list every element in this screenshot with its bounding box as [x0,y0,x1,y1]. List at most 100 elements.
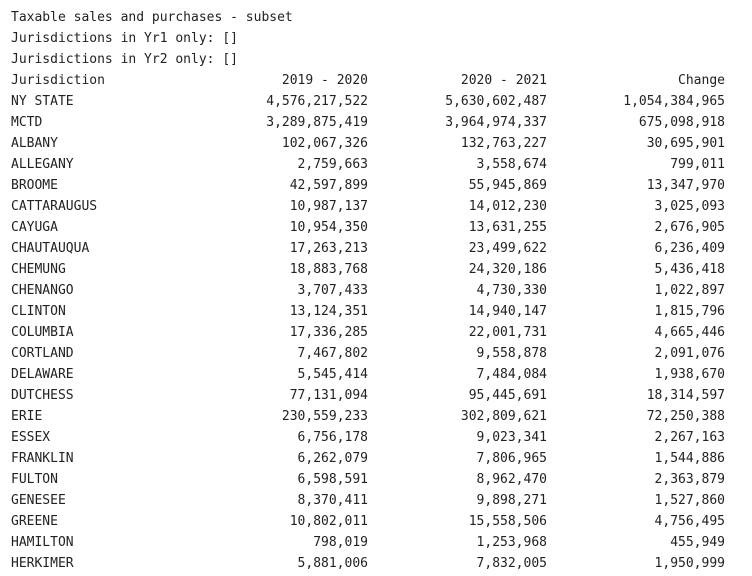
jurisdiction-cell: MCTD [11,115,43,130]
year2-value-cell: 5,630,602,487 [445,94,547,109]
change-cell: 1,054,384,965 [623,94,725,109]
year1-value-cell: 6,756,178 [297,430,368,445]
year1-value-cell: 7,467,802 [297,346,368,361]
console-output: Taxable sales and purchases - subset Jur… [11,7,741,574]
year2-value-cell: 302,809,621 [460,409,547,424]
year1-value-cell: 18,883,768 [289,262,368,277]
year1-value-cell: 3,289,875,419 [266,115,368,130]
jurisdiction-cell: GENESEE [11,493,66,508]
change-cell: 1,815,796 [654,304,725,319]
year1-value-cell: 4,576,217,522 [266,94,368,109]
change-cell: 1,022,897 [654,283,725,298]
yr1-only-line: Jurisdictions in Yr1 only: [] [11,31,238,46]
year2-value-cell: 14,012,230 [468,199,547,214]
year1-value-cell: 6,262,079 [297,451,368,466]
jurisdiction-cell: GREENE [11,514,58,529]
change-cell: 1,527,860 [654,493,725,508]
table-row: CHENANGO 3,707,433 4,730,330 1,022,897 [11,280,741,301]
change-cell: 455,949 [670,535,725,550]
table-row: CLINTON 13,124,351 14,940,147 1,815,796 [11,301,741,322]
change-cell: 4,665,446 [654,325,725,340]
jurisdiction-cell: NY STATE [11,94,74,109]
jurisdiction-cell: CATTARAUGUS [11,199,98,214]
table-row: FULTON 6,598,591 8,962,470 2,363,879 [11,469,741,490]
yr2-only-line: Jurisdictions in Yr2 only: [] [11,52,238,67]
year1-value-cell: 10,954,350 [289,220,368,235]
year1-value-cell: 13,124,351 [289,304,368,319]
table-row: FRANKLIN 6,262,079 7,806,965 1,544,886 [11,448,741,469]
table-row: DELAWARE 5,545,414 7,484,084 1,938,670 [11,364,741,385]
jurisdiction-cell: ESSEX [11,430,51,445]
year2-value-cell: 3,964,974,337 [445,115,547,130]
year2-value-cell: 55,945,869 [468,178,547,193]
year2-value-cell: 95,445,691 [468,388,547,403]
year2-value-cell: 4,730,330 [476,283,547,298]
year2-value-cell: 24,320,186 [468,262,547,277]
table-row: ESSEX 6,756,178 9,023,341 2,267,163 [11,427,741,448]
jurisdiction-cell: FULTON [11,472,58,487]
change-cell: 1,544,886 [654,451,725,466]
table-row: MCTD 3,289,875,419 3,964,974,337 675,098,91… [11,112,741,133]
change-cell: 675,098,918 [638,115,725,130]
year2-value-cell: 8,962,470 [476,472,547,487]
year2-value-cell: 13,631,255 [468,220,547,235]
year2-value-cell: 1,253,968 [476,535,547,550]
year1-value-cell: 5,881,006 [297,556,368,571]
jurisdiction-cell: DUTCHESS [11,388,74,403]
jurisdiction-cell: HERKIMER [11,556,74,571]
header-year1: 2019 - 2020 [281,73,368,88]
year1-value-cell: 42,597,899 [289,178,368,193]
table-body: NY STATE 4,576,217,522 5,630,602,487 1,054,… [11,91,741,574]
jurisdiction-cell: BROOME [11,178,58,193]
table-header: Jurisdiction 2019 - 2020 2020 - 2021 Cha… [11,70,741,91]
jurisdiction-cell: CORTLAND [11,346,74,361]
year2-value-cell: 9,023,341 [476,430,547,445]
change-cell: 4,756,495 [654,514,725,529]
table-row: DUTCHESS 77,131,094 95,445,691 18,314,597 [11,385,741,406]
jurisdiction-cell: ALBANY [11,136,58,151]
jurisdiction-cell: CHAUTAUQUA [11,241,90,256]
year1-value-cell: 17,336,285 [289,325,368,340]
year2-value-cell: 9,898,271 [476,493,547,508]
table-row: CHAUTAUQUA 17,263,213 23,499,622 6,236,409 [11,238,741,259]
year1-value-cell: 17,263,213 [289,241,368,256]
year1-value-cell: 10,987,137 [289,199,368,214]
jurisdiction-cell: CLINTON [11,304,66,319]
year2-value-cell: 7,806,965 [476,451,547,466]
header-year2: 2020 - 2021 [460,73,547,88]
jurisdiction-cell: FRANKLIN [11,451,74,466]
table-row: CORTLAND 7,467,802 9,558,878 2,091,076 [11,343,741,364]
header-jurisdiction: Jurisdiction [11,73,105,88]
year1-value-cell: 6,598,591 [297,472,368,487]
jurisdiction-cell: DELAWARE [11,367,74,382]
table-row: CATTARAUGUS 10,987,137 14,012,230 3,025,093 [11,196,741,217]
table-row: NY STATE 4,576,217,522 5,630,602,487 1,054,… [11,91,741,112]
change-cell: 72,250,388 [646,409,725,424]
jurisdiction-cell: ERIE [11,409,43,424]
table-row: HERKIMER 5,881,006 7,832,005 1,950,999 [11,553,741,574]
change-cell: 1,950,999 [654,556,725,571]
table-row: GENESEE 8,370,411 9,898,271 1,527,860 [11,490,741,511]
year2-value-cell: 3,558,674 [476,157,547,172]
jurisdiction-cell: COLUMBIA [11,325,74,340]
year2-value-cell: 9,558,878 [476,346,547,361]
change-cell: 5,436,418 [654,262,725,277]
table-row: CAYUGA 10,954,350 13,631,255 2,676,905 [11,217,741,238]
change-cell: 2,091,076 [654,346,725,361]
change-cell: 1,938,670 [654,367,725,382]
table-row: COLUMBIA 17,336,285 22,001,731 4,665,446 [11,322,741,343]
change-cell: 30,695,901 [646,136,725,151]
year1-value-cell: 2,759,663 [297,157,368,172]
year2-value-cell: 132,763,227 [460,136,547,151]
change-cell: 799,011 [670,157,725,172]
year1-value-cell: 77,131,094 [289,388,368,403]
jurisdiction-cell: CHENANGO [11,283,74,298]
year2-value-cell: 14,940,147 [468,304,547,319]
jurisdiction-cell: ALLEGANY [11,157,74,172]
table-row: ALBANY 102,067,326 132,763,227 30,695,901 [11,133,741,154]
table-row: HAMILTON 798,019 1,253,968 455,949 [11,532,741,553]
change-cell: 2,676,905 [654,220,725,235]
table-row: ERIE 230,559,233 302,809,621 72,250,388 [11,406,741,427]
output-title: Taxable sales and purchases - subset [11,10,293,25]
change-cell: 2,267,163 [654,430,725,445]
